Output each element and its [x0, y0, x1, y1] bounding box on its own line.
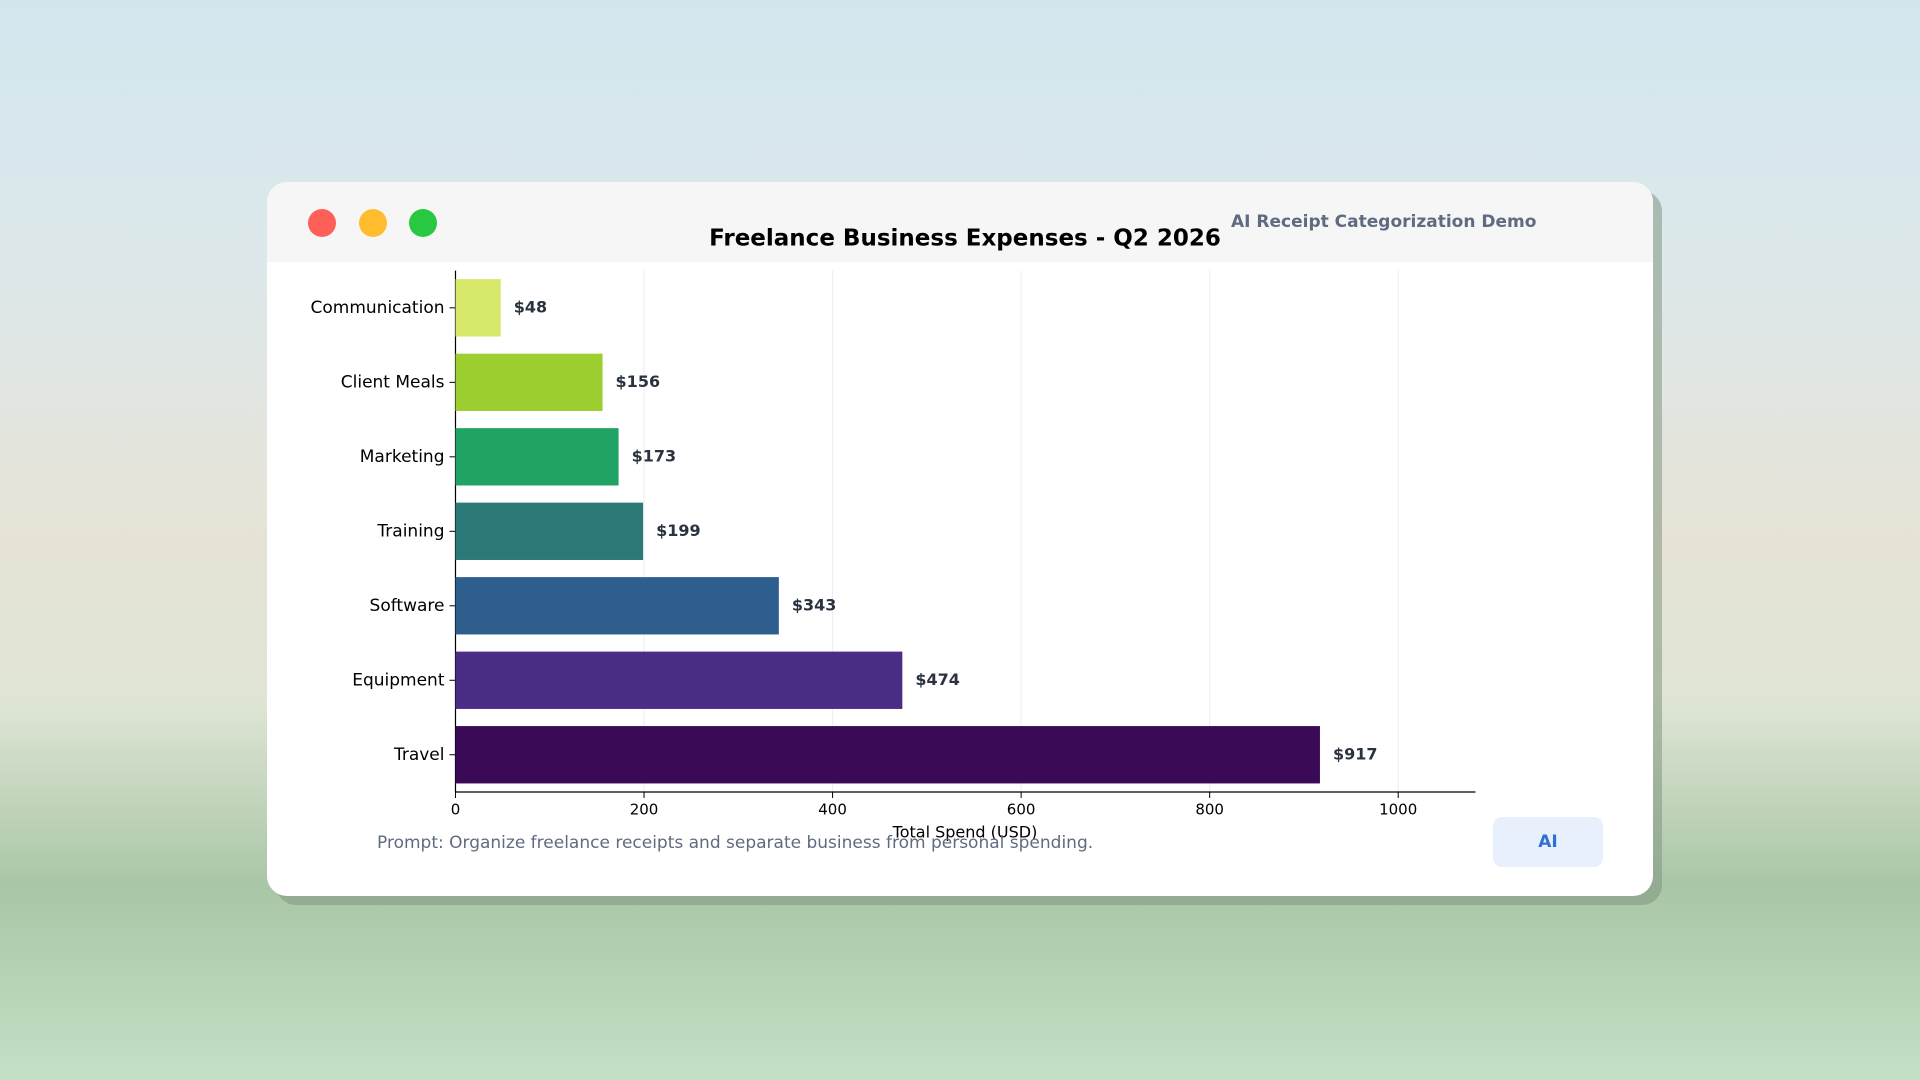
- y-tick-label: Communication: [311, 298, 445, 318]
- x-axis-label: Total Spend (USD): [892, 823, 1038, 842]
- y-tick-label: Marketing: [360, 447, 445, 467]
- value-label: $156: [616, 372, 661, 391]
- bar: [455, 428, 619, 486]
- x-tick-label: 600: [1007, 801, 1036, 819]
- bar: [455, 353, 603, 412]
- bar: [455, 279, 501, 337]
- bar: [455, 502, 644, 560]
- x-tick-label: 1000: [1379, 801, 1417, 819]
- x-tick-label: 0: [451, 801, 461, 819]
- minimize-button[interactable]: [359, 209, 387, 237]
- value-label: $173: [632, 446, 677, 465]
- value-label: $474: [915, 670, 960, 689]
- value-label: $48: [514, 297, 547, 316]
- value-label: $917: [1333, 744, 1378, 763]
- value-label: $343: [792, 595, 837, 614]
- y-tick-label: Training: [376, 521, 444, 541]
- title-bar: [267, 182, 1653, 262]
- ai-button-label[interactable]: AI: [1538, 832, 1557, 852]
- y-tick-label: Software: [370, 596, 445, 616]
- bar: [455, 726, 1320, 784]
- maximize-button[interactable]: [409, 209, 437, 237]
- header: AI Receipt Categorization Demo: [1231, 212, 1536, 232]
- bar: [455, 577, 779, 635]
- y-tick-label: Client Meals: [341, 372, 445, 392]
- value-label: $199: [656, 521, 701, 540]
- close-button[interactable]: [308, 209, 336, 237]
- chart-title: Freelance Business Expenses - Q2 2026: [709, 226, 1221, 252]
- y-tick-label: Travel: [393, 745, 445, 765]
- x-tick-label: 400: [818, 801, 847, 819]
- x-tick-label: 800: [1195, 801, 1224, 819]
- bar: [455, 651, 903, 709]
- prompt: Prompt: Organize freelance receipts and …: [377, 833, 1093, 853]
- y-tick-label: Equipment: [352, 670, 445, 690]
- x-tick-label: 200: [630, 801, 659, 819]
- ai-button[interactable]: [1493, 817, 1603, 867]
